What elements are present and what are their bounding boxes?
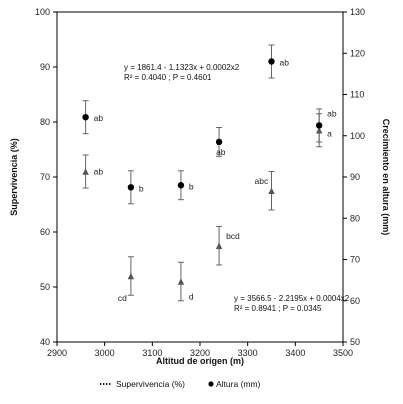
y-ticks: 40 50 60 70 80 90 100 <box>35 7 57 347</box>
y2-axis-title: Crecimiento en altura (mm) <box>381 119 391 236</box>
y-tick-label: 40 <box>40 337 50 347</box>
supervivencia-point <box>82 168 89 175</box>
altura-point <box>82 113 89 121</box>
equation-superv-line2: R² = 0.8941 ; P = 0.0345 <box>234 304 322 313</box>
altura-point <box>127 184 135 191</box>
point-labels: ab cd d bcd abc a ab b b ab ab ab <box>94 58 337 304</box>
x-tick-label: 3100 <box>142 348 162 358</box>
y-axis-title: Supervivencia (%) <box>9 138 19 216</box>
y-tick-label: 100 <box>35 7 50 17</box>
altura-point <box>177 182 185 189</box>
legend-item-supervivencia: Supervivencia (%) <box>100 379 185 389</box>
legend-label-supervivencia: Supervivencia (%) <box>116 379 185 389</box>
x-tick-label: 3400 <box>285 348 305 358</box>
y2-tick-label: 50 <box>350 337 360 347</box>
y-tick-label: 50 <box>40 282 50 292</box>
y2-ticks: 50 60 70 80 90 100 110 120 130 <box>343 7 365 347</box>
x-tick-label: 2900 <box>47 348 67 358</box>
y2-tick-label: 100 <box>350 131 365 141</box>
legend-label-altura: Altura (mm) <box>216 379 261 389</box>
significance-label: d <box>189 292 194 302</box>
legend: Supervivencia (%) Altura (mm) <box>100 379 261 389</box>
y2-tick-label: 80 <box>350 213 360 223</box>
y-tick-label: 80 <box>40 117 50 127</box>
significance-label: cd <box>118 293 127 303</box>
altura-point <box>215 138 223 146</box>
supervivencia-point <box>315 127 323 134</box>
significance-label: a <box>327 128 332 138</box>
y-tick-label: 90 <box>40 62 50 72</box>
supervivencia-point <box>215 242 223 249</box>
y2-tick-label: 70 <box>350 255 360 265</box>
x-tick-label: 3200 <box>190 348 210 358</box>
equation-altura-line2: R² = 0.4040 ; P = 0.4601 <box>124 73 212 82</box>
equation-altura-line1: y = 1861.4 - 1.1323x + 0.0002x2 <box>124 63 240 72</box>
y2-tick-label: 110 <box>350 90 364 100</box>
y-tick-label: 60 <box>40 227 50 237</box>
x-ticks: 2900 3000 3100 3200 3300 3400 3500 <box>47 342 353 358</box>
significance-label: ab <box>280 58 290 68</box>
significance-label: ab <box>94 167 104 177</box>
y2-tick-label: 130 <box>350 7 365 17</box>
y2-tick-label: 60 <box>350 296 360 306</box>
y2-tick-label: 120 <box>350 48 365 58</box>
x-tick-label: 3000 <box>95 348 115 358</box>
equation-superv-line1: y = 3566.5 - 2.2195x + 0.0004x2 <box>234 294 350 303</box>
significance-label: abc <box>255 176 269 186</box>
legend-item-altura: Altura (mm) <box>208 379 261 389</box>
altura-point <box>315 122 323 129</box>
data-points <box>82 58 323 285</box>
x-tick-label: 3500 <box>333 348 353 358</box>
significance-label: bcd <box>226 231 240 241</box>
y2-tick-label: 90 <box>350 172 360 182</box>
significance-label: ab <box>327 108 337 118</box>
significance-label: b <box>189 181 194 191</box>
significance-label: b <box>139 183 144 193</box>
x-tick-label: 3300 <box>238 348 258 358</box>
y-tick-label: 70 <box>40 172 50 182</box>
significance-label: ab <box>216 147 226 157</box>
legend-circle-marker <box>208 381 214 387</box>
supervivencia-point <box>268 187 275 194</box>
significance-label: ab <box>94 113 104 123</box>
error-bars <box>82 44 323 302</box>
altura-point <box>268 58 275 65</box>
supervivencia-point <box>127 272 135 280</box>
supervivencia-point <box>177 278 185 285</box>
plot-frame <box>56 11 344 343</box>
x-axis-title: Altitud de origen (m) <box>156 356 244 366</box>
